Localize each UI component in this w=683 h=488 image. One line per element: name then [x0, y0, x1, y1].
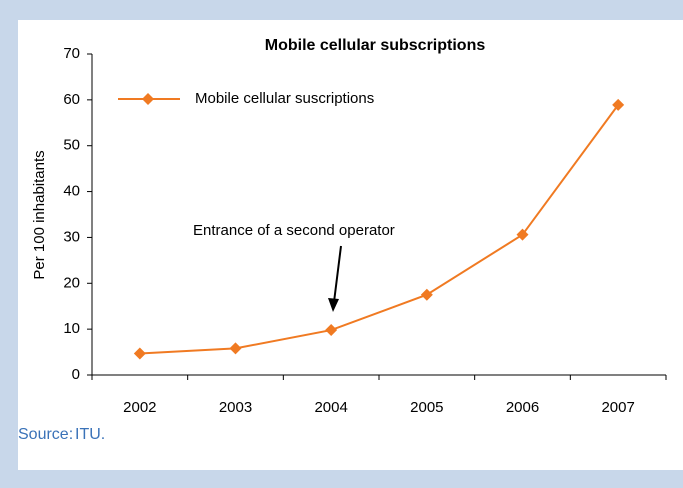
y-tick-label: 10: [63, 320, 80, 337]
legend-marker: [142, 93, 154, 105]
y-tick-label: 50: [63, 137, 80, 154]
legend-label: Mobile cellular suscriptions: [195, 90, 374, 107]
x-tick-label: 2005: [410, 399, 443, 416]
y-tick-label: 30: [63, 228, 80, 245]
marker: [420, 288, 433, 301]
x-tick-label: 2006: [506, 399, 539, 416]
x-tick-label: 2004: [314, 399, 347, 416]
x-tick-label: 2007: [601, 399, 634, 416]
y-tick-label: 0: [72, 366, 80, 383]
marker: [325, 324, 338, 337]
annotation: Entrance of a second operator: [193, 222, 395, 239]
x-tick-label: 2003: [219, 399, 252, 416]
marker: [133, 347, 146, 360]
y-tick-label: 20: [63, 274, 80, 291]
arrow-head: [328, 298, 339, 312]
annotation-arrow: [333, 245, 342, 303]
source-label: Source:: [18, 426, 73, 443]
y-tick-label: 70: [63, 45, 80, 62]
marker: [516, 228, 529, 241]
y-tick-label: 60: [63, 91, 80, 108]
marker: [229, 342, 242, 355]
series-line: [139, 104, 619, 355]
chart-title: Mobile cellular subscriptions: [265, 37, 486, 54]
source-text: ITU.: [75, 426, 105, 443]
marker: [612, 98, 625, 111]
y-axis-label: Per 100 inhabitants: [31, 150, 48, 279]
x-tick-label: 2002: [123, 399, 156, 416]
panel: [18, 20, 683, 470]
y-tick-label: 40: [63, 183, 80, 200]
